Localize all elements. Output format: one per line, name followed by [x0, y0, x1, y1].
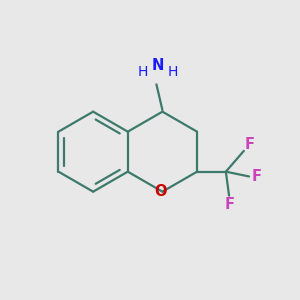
Text: F: F	[225, 197, 235, 212]
Text: O: O	[154, 184, 167, 199]
Text: H: H	[137, 65, 148, 79]
Text: H: H	[168, 65, 178, 79]
Text: N: N	[152, 58, 164, 73]
Text: F: F	[252, 169, 262, 184]
Text: F: F	[245, 137, 255, 152]
